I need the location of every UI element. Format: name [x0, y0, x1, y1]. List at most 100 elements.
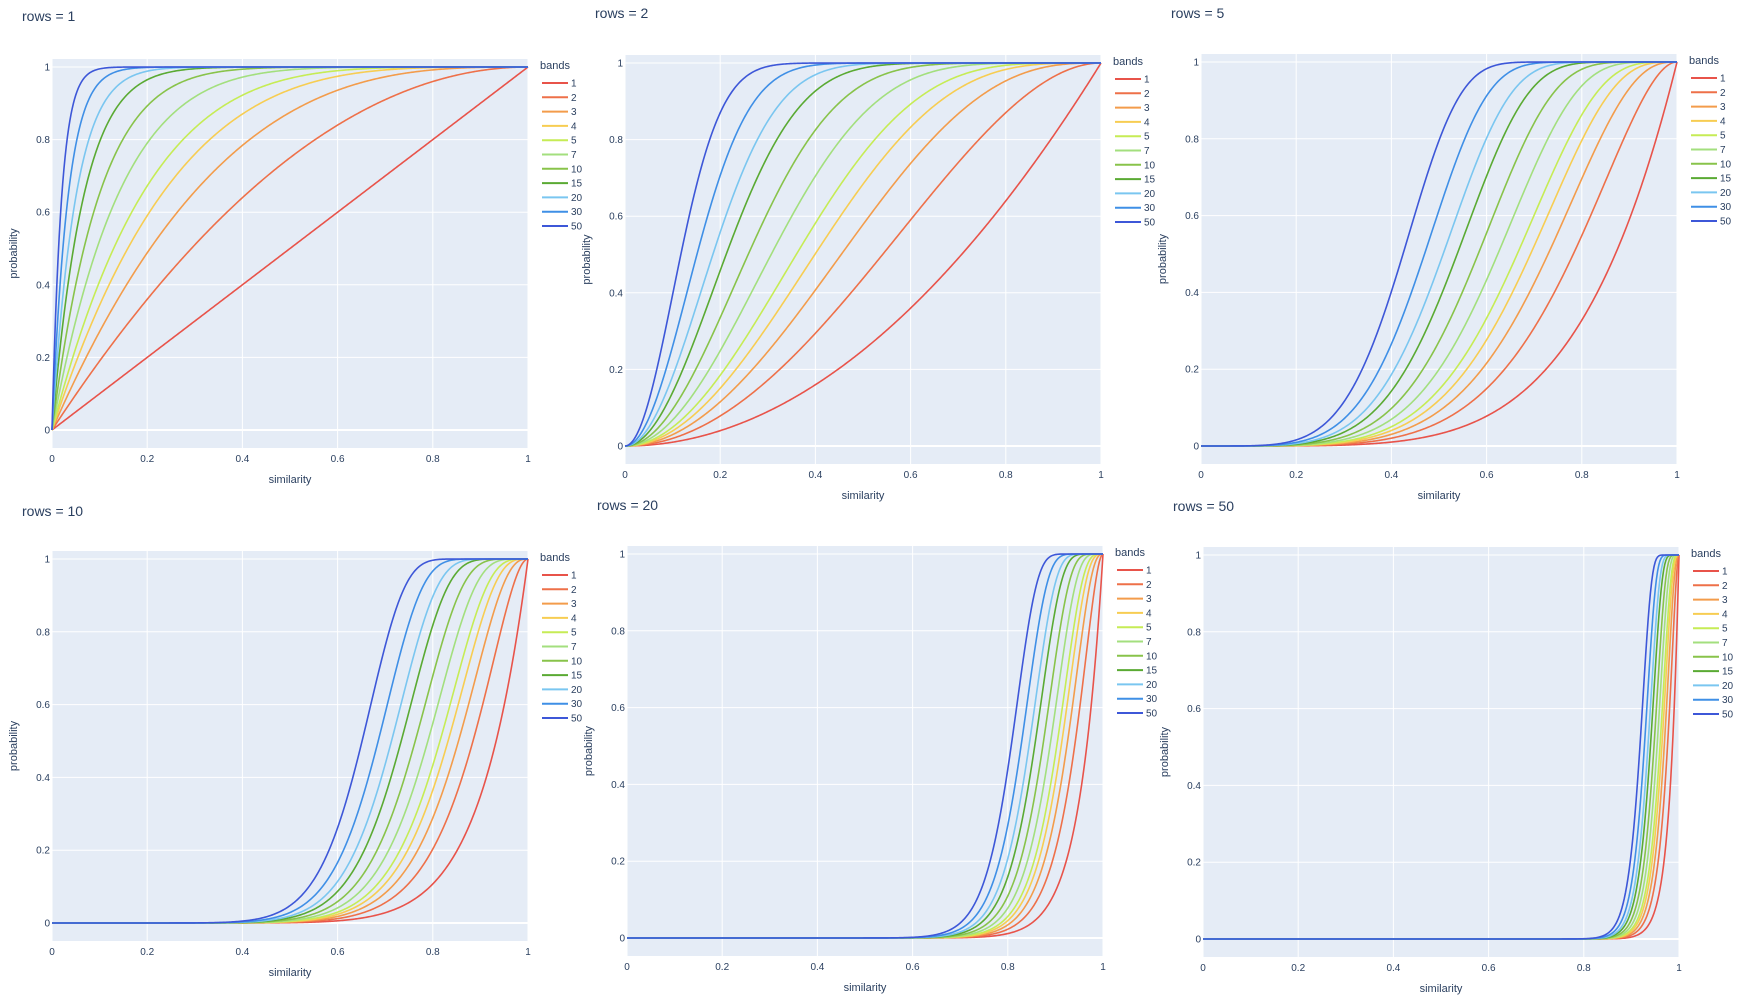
x-tick-label: 1	[525, 947, 531, 958]
legend-item-label[interactable]: 1	[1144, 75, 1150, 86]
subplot-title: rows = 50	[1173, 498, 1235, 514]
legend-item-label[interactable]: 50	[1146, 709, 1158, 720]
legend-item-label[interactable]: 3	[571, 107, 577, 118]
legend-item-label[interactable]: 10	[571, 164, 583, 175]
legend-item-label[interactable]: 1	[1722, 567, 1728, 578]
legend-item-label[interactable]: 10	[1720, 159, 1732, 170]
series-line-bands-50	[51, 66, 528, 431]
legend-item-label[interactable]: 4	[1722, 609, 1728, 620]
legend-item-label[interactable]: 1	[1146, 566, 1152, 577]
legend-item-label[interactable]: 50	[571, 222, 583, 233]
legend-item-label[interactable]: 5	[571, 136, 577, 147]
x-tick-label: 0	[622, 470, 628, 481]
series-line-bands-3	[624, 62, 1101, 447]
series-line-bands-5	[624, 62, 1101, 447]
series-line-bands-1	[51, 66, 529, 431]
legend-item-label[interactable]: 5	[1722, 624, 1728, 635]
legend-item-label[interactable]: 7	[1144, 146, 1150, 157]
legend-item-label[interactable]: 2	[1720, 88, 1726, 99]
legend-item-label[interactable]: 10	[571, 656, 583, 667]
legend-item-label[interactable]: 20	[1144, 189, 1156, 200]
legend-item-label[interactable]: 1	[571, 79, 577, 90]
legend-item-label[interactable]: 20	[571, 193, 583, 204]
legend-item-label[interactable]: 2	[1722, 581, 1728, 592]
legend-item-label[interactable]: 4	[1144, 117, 1150, 128]
legend-item-label[interactable]: 50	[571, 714, 583, 725]
legend-item-label[interactable]: 7	[571, 150, 577, 161]
legend-item-label[interactable]: 50	[1720, 217, 1732, 228]
plot-background	[1201, 54, 1677, 464]
legend-item-label[interactable]: 10	[1722, 652, 1734, 663]
legend-item-label[interactable]: 2	[571, 585, 577, 596]
y-axis-title: probability	[581, 234, 593, 285]
series-line-bands-1	[625, 62, 1102, 447]
legend-item-label[interactable]: 7	[1720, 145, 1726, 156]
legend-item-label[interactable]: 15	[1146, 666, 1158, 677]
legend-item-label[interactable]: 30	[571, 699, 583, 710]
legend-item-label[interactable]: 15	[1722, 667, 1734, 678]
series-line-bands-50	[624, 62, 1101, 447]
x-tick-label: 0.8	[426, 947, 440, 958]
legend-item-label[interactable]: 20	[571, 685, 583, 696]
x-tick-label: 0.2	[1289, 470, 1303, 481]
legend-item-label[interactable]: 15	[1720, 174, 1732, 185]
legend-item-label[interactable]: 4	[1720, 116, 1726, 127]
legend-item-label[interactable]: 30	[571, 207, 583, 218]
y-tick-label: 0.6	[36, 208, 50, 219]
y-tick-label: 0.6	[611, 703, 625, 714]
y-tick-label: 1	[617, 59, 623, 70]
legend-item-label[interactable]: 5	[571, 628, 577, 639]
legend-item-label[interactable]: 5	[1720, 131, 1726, 142]
plot-background	[1203, 547, 1679, 957]
legend-item-label[interactable]: 7	[1146, 637, 1152, 648]
legend-item-label[interactable]: 3	[1144, 103, 1150, 114]
x-tick-label: 0.2	[140, 454, 154, 465]
y-tick-label: 0.4	[609, 288, 623, 299]
y-tick-label: 0.6	[36, 700, 50, 711]
legend-title: bands	[1691, 548, 1721, 560]
y-tick-label: 0.8	[609, 135, 623, 146]
legend-item-label[interactable]: 3	[1146, 594, 1152, 605]
legend-item-label[interactable]: 15	[1144, 175, 1156, 186]
legend-item-label[interactable]: 30	[1144, 203, 1156, 214]
y-tick-label: 0	[617, 442, 623, 453]
legend-item-label[interactable]: 30	[1722, 695, 1734, 706]
legend-item-label[interactable]: 10	[1146, 651, 1158, 662]
y-tick-label: 0.8	[36, 135, 50, 146]
legend-item-label[interactable]: 3	[1720, 102, 1726, 113]
legend-item-label[interactable]: 2	[1146, 580, 1152, 591]
legend-item-label[interactable]: 4	[1146, 608, 1152, 619]
legend-item-label[interactable]: 7	[1722, 638, 1728, 649]
legend-item-label[interactable]: 20	[1146, 680, 1158, 691]
legend-item-label[interactable]: 10	[1144, 160, 1156, 171]
legend-item-label[interactable]: 30	[1146, 694, 1158, 705]
y-axis-title: probability	[8, 228, 20, 279]
legend-item-label[interactable]: 4	[571, 121, 577, 132]
legend-item-label[interactable]: 15	[571, 671, 583, 682]
plot-background	[627, 546, 1103, 956]
y-axis-title: probability	[1157, 233, 1169, 284]
legend-item-label[interactable]: 7	[571, 642, 577, 653]
legend-item-label[interactable]: 3	[1722, 595, 1728, 606]
legend-item-label[interactable]: 15	[571, 179, 583, 190]
legend-item-label[interactable]: 5	[1146, 623, 1152, 634]
legend-item-label[interactable]: 3	[571, 599, 577, 610]
legend-item-label[interactable]: 2	[1144, 89, 1150, 100]
x-tick-label: 0.8	[1577, 963, 1591, 974]
legend-item-label[interactable]: 20	[1722, 681, 1734, 692]
legend-item-label[interactable]: 1	[1720, 74, 1726, 85]
legend-item-label[interactable]: 50	[1722, 710, 1734, 721]
x-tick-label: 0.6	[904, 470, 918, 481]
y-tick-label: 1	[1193, 58, 1199, 69]
legend-item-label[interactable]: 4	[571, 613, 577, 624]
legend-item-label[interactable]: 2	[571, 93, 577, 104]
subplot-title: rows = 5	[1171, 5, 1225, 21]
x-tick-label: 0.4	[1384, 470, 1398, 481]
legend-item-label[interactable]: 50	[1144, 218, 1156, 229]
legend-item-label[interactable]: 1	[571, 571, 577, 582]
y-tick-label: 0.4	[36, 280, 50, 291]
legend-item-label[interactable]: 5	[1144, 132, 1150, 143]
legend-item-label[interactable]: 30	[1720, 202, 1732, 213]
legend-item-label[interactable]: 20	[1720, 188, 1732, 199]
